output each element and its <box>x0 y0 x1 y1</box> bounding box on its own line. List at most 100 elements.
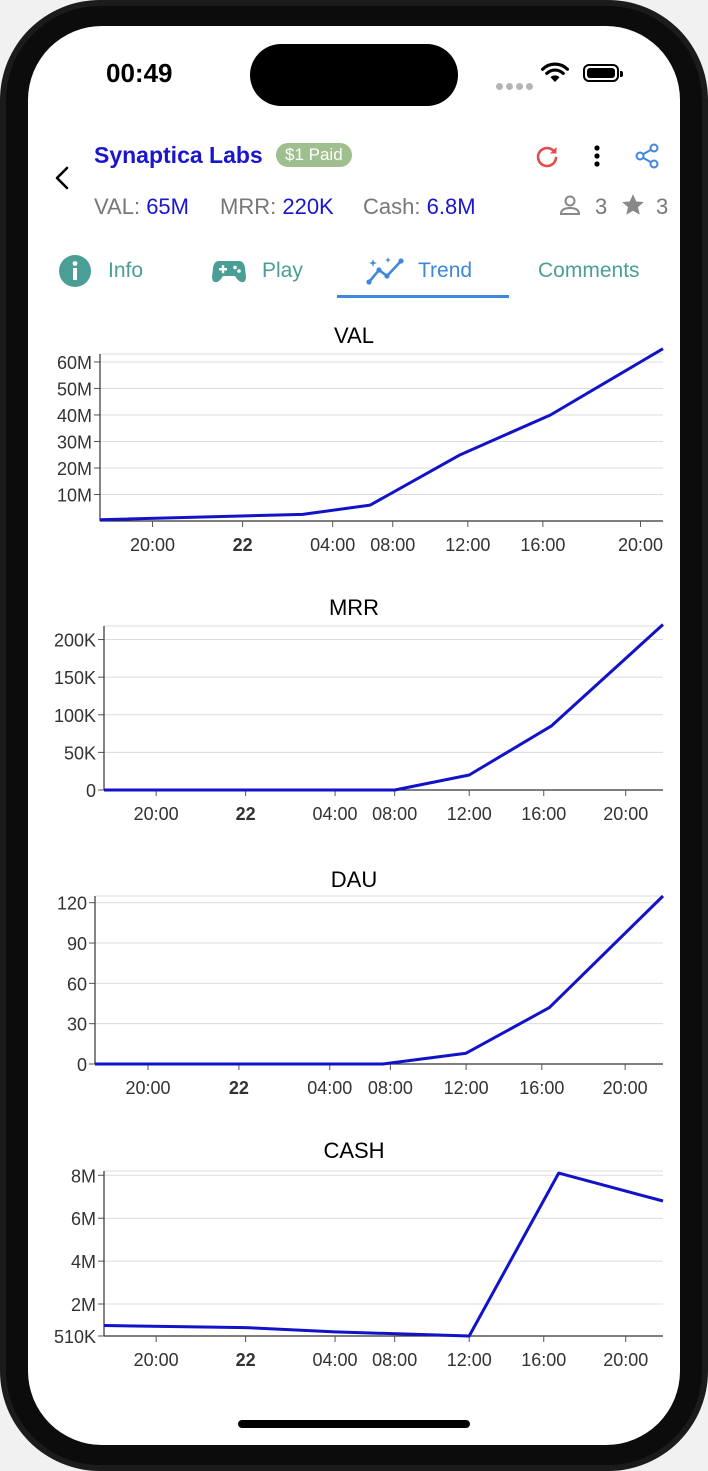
series-line <box>104 623 665 792</box>
chart-cash: CASH 510K 2M 4M 6M 8M 20:00 22 04:00 08:00 12:00 16… <box>54 1138 664 1370</box>
gamepad-icon <box>212 261 246 283</box>
star-icon[interactable] <box>620 192 646 218</box>
y-tick-label: 150K <box>54 668 96 688</box>
stars-count: 3 <box>656 194 669 219</box>
x-tick-label: 04:00 <box>313 1350 358 1370</box>
x-tick-label: 20:00 <box>603 804 648 824</box>
x-tick-label: 04:00 <box>313 804 358 824</box>
screen: 00:49 Synaptica Labs $1 Paid VAL: 65M MR… <box>28 26 680 1445</box>
active-tab-indicator <box>337 295 509 298</box>
x-tick-label: 20:00 <box>603 1078 648 1098</box>
y-tick-label: 0 <box>86 781 96 801</box>
y-tick-label: 90 <box>67 934 87 954</box>
chart-title: CASH <box>323 1138 384 1163</box>
x-tick-label: 08:00 <box>370 535 415 555</box>
trend-icon <box>366 257 404 285</box>
x-tick-label: 08:00 <box>368 1078 413 1098</box>
tab-info[interactable]: Info <box>58 248 143 294</box>
x-tick-label: 12:00 <box>447 1350 492 1370</box>
y-tick-label: 60 <box>67 974 87 994</box>
x-tick-label: 20:00 <box>125 1078 170 1098</box>
tab-comments[interactable]: Comments <box>538 248 640 294</box>
y-tick-label: 20M <box>57 459 92 479</box>
tab-bar: Info Play Trend Comments <box>28 248 680 300</box>
y-tick-label: 2M <box>71 1295 96 1315</box>
x-tick-label: 22 <box>229 1078 249 1098</box>
y-tick-label: 30 <box>67 1015 87 1035</box>
y-tick-label: 0 <box>77 1055 87 1075</box>
x-tick-label: 22 <box>236 804 256 824</box>
y-tick-label: 60M <box>57 353 92 373</box>
mrr-metric: MRR: 220K <box>220 194 334 220</box>
members-count: 3 <box>595 194 608 219</box>
y-tick-label: 50K <box>64 743 96 763</box>
x-tick-label: 16:00 <box>521 1350 566 1370</box>
cash-metric: Cash: 6.8M <box>363 194 476 220</box>
x-tick-label: 20:00 <box>618 535 663 555</box>
x-tick-label: 20:00 <box>134 1350 179 1370</box>
mrr-label: MRR: <box>220 194 277 219</box>
x-tick-label: 20:00 <box>134 804 179 824</box>
y-tick-label: 50M <box>57 379 92 399</box>
x-tick-label: 16:00 <box>521 804 566 824</box>
val-label: VAL: <box>94 194 141 219</box>
wifi-icon <box>541 62 569 82</box>
y-tick-label: 30M <box>57 432 92 452</box>
x-tick-label: 12:00 <box>445 535 490 555</box>
tab-comments-label: Comments <box>538 259 640 282</box>
status-time: 00:49 <box>106 58 173 88</box>
cash-value: 6.8M <box>426 194 476 219</box>
x-tick-label: 12:00 <box>447 804 492 824</box>
series-line <box>95 894 665 1066</box>
paid-badge: $1 Paid <box>276 143 352 167</box>
cash-label: Cash: <box>363 194 421 219</box>
x-tick-label: 08:00 <box>372 804 417 824</box>
y-tick-label: 200K <box>54 631 96 651</box>
chart-title: VAL <box>334 323 374 348</box>
info-icon <box>59 255 91 287</box>
y-tick-label: 8M <box>71 1166 96 1186</box>
home-indicator[interactable] <box>238 1420 470 1428</box>
more-vertical-icon[interactable] <box>588 144 606 170</box>
x-tick-label: 22 <box>233 535 253 555</box>
company-name[interactable]: Synaptica Labs <box>94 142 263 168</box>
tab-info-label: Info <box>108 259 144 282</box>
x-tick-label: 22 <box>236 1350 256 1370</box>
share-icon[interactable] <box>634 142 660 170</box>
dynamic-island <box>250 44 458 106</box>
tab-play[interactable]: Play <box>212 248 303 294</box>
y-tick-label: 100K <box>54 706 96 726</box>
val-value: 65M <box>146 194 189 219</box>
x-tick-label: 08:00 <box>372 1350 417 1370</box>
person-icon <box>559 195 581 215</box>
y-tick-label: 120 <box>57 894 87 914</box>
mrr-value: 220K <box>282 194 334 219</box>
battery-icon <box>583 64 623 82</box>
refresh-icon[interactable] <box>534 144 560 170</box>
series-line <box>103 1171 664 1338</box>
val-metric: VAL: 65M <box>94 194 189 220</box>
trend-charts: VAL 10M 20M 30M 40M 50M 60M 20:00 22 04:00 08:00 12… <box>54 323 665 1370</box>
x-tick-label: 20:00 <box>603 1350 648 1370</box>
y-tick-label: 40M <box>57 406 92 426</box>
series-line <box>99 347 664 522</box>
chart-dau: DAU 0 30 60 90 120 20:00 22 04:00 08:00 12:00 16:00… <box>57 867 665 1098</box>
x-tick-label: 16:00 <box>519 1078 564 1098</box>
chart-val: VAL 10M 20M 30M 40M 50M 60M 20:00 22 04:00 08:00 12… <box>57 323 664 555</box>
x-tick-label: 12:00 <box>444 1078 489 1098</box>
tab-trend-label: Trend <box>418 259 473 282</box>
x-tick-label: 04:00 <box>310 535 355 555</box>
y-tick-label: 10M <box>57 485 92 505</box>
tab-trend[interactable]: Trend <box>366 248 472 294</box>
back-arrow-icon[interactable] <box>52 166 72 190</box>
chart-title: DAU <box>331 867 377 892</box>
y-tick-label: 6M <box>71 1209 96 1229</box>
signal-icon <box>496 77 540 90</box>
chart-mrr: MRR 0 50K 100K 150K 200K 20:00 22 04:00 08:00 12:0… <box>54 595 665 824</box>
tab-play-label: Play <box>262 259 303 282</box>
y-tick-label: 510K <box>54 1327 96 1347</box>
chart-title: MRR <box>329 595 379 620</box>
y-tick-label: 4M <box>71 1252 96 1272</box>
x-tick-label: 16:00 <box>520 535 565 555</box>
x-tick-label: 04:00 <box>307 1078 352 1098</box>
